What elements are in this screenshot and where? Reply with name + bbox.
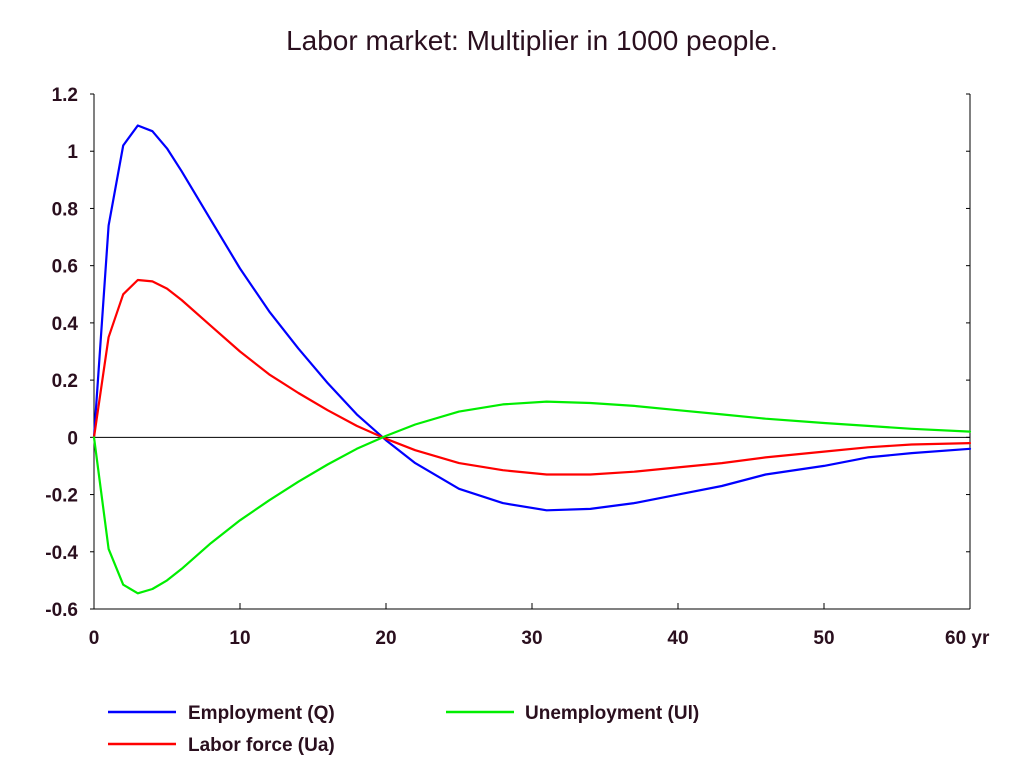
x-tick-label: 0: [89, 628, 100, 649]
series-line-unemployment-ul: [92, 400, 972, 595]
x-tick-label: 10: [229, 628, 250, 649]
legend-label: Labor force (Ua): [188, 735, 335, 756]
legend: Employment (Q) Labor force (Ua) Unemployme…: [108, 703, 699, 756]
series-line-employment-q: [92, 124, 972, 512]
x-tick-label: 60 yr: [945, 628, 990, 649]
y-tick-label: -0.2: [45, 486, 78, 507]
series-line-labor-force-ua: [92, 278, 972, 476]
y-tick-label: 0.2: [52, 371, 78, 392]
legend-label: Unemployment (Ul): [525, 703, 699, 724]
y-tick-label: -0.6: [45, 600, 78, 621]
y-tick-label: 1: [67, 142, 78, 163]
axes: 1.2 1 0.8 0.6 0.4 0.2 0 -0.2 -0.4 -0.6 0 10 20 30 40 50…: [45, 85, 990, 649]
legend-item: Employment (Q): [108, 703, 335, 724]
x-tick-label: 30: [521, 628, 542, 649]
y-tick-label: -0.4: [45, 543, 78, 564]
x-tick-label: 20: [375, 628, 396, 649]
y-tick-label: 0.6: [52, 257, 78, 278]
x-tick-label: 40: [667, 628, 688, 649]
legend-item: Labor force (Ua): [108, 735, 335, 756]
legend-label: Employment (Q): [188, 703, 335, 724]
y-tick-label: 0: [67, 428, 78, 449]
y-tick-label: 0.8: [52, 199, 78, 220]
x-tick-label: 50: [813, 628, 834, 649]
y-tick-label: 1.2: [52, 85, 78, 106]
chart-title: Labor market: Multiplier in 1000 people.: [286, 25, 778, 56]
y-tick-label: 0.4: [52, 314, 79, 335]
legend-item: Unemployment (Ul): [446, 703, 699, 724]
series-lines: [92, 124, 972, 595]
